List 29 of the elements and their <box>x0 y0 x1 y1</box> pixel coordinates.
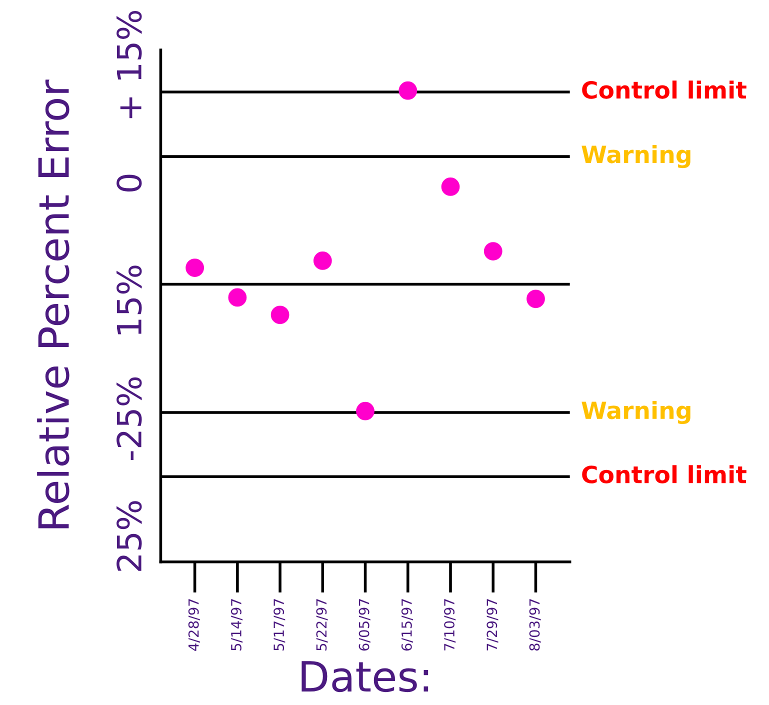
x-tick-label: 8/03/97 <box>529 599 541 651</box>
x-tick-label: 7/29/97 <box>486 599 498 650</box>
text: 15% <box>116 266 142 334</box>
point <box>398 81 418 100</box>
x-axis-title: Dates: <box>302 661 428 692</box>
x-tick-label: 6/15/97 <box>401 599 414 651</box>
ref-line-label: Warning <box>582 400 690 424</box>
text: 25% <box>116 501 142 571</box>
text: -25% <box>116 377 142 460</box>
point <box>356 402 374 420</box>
ref-line-label: Control limit <box>582 465 746 484</box>
point <box>441 178 460 196</box>
x-tick-label: 5/14/97 <box>230 599 243 650</box>
ref-line-label: Control limit <box>582 80 746 99</box>
point <box>484 242 502 260</box>
ref-line-label: Warning <box>582 145 690 168</box>
text: + 15% <box>116 10 142 118</box>
text: 0 <box>116 174 142 192</box>
y-axis-title: Relative Percent Error <box>37 80 70 528</box>
point <box>313 252 332 270</box>
point <box>228 288 247 307</box>
point <box>270 306 290 324</box>
point <box>526 290 545 308</box>
x-tick-label: 5/17/97 <box>274 599 286 650</box>
x-tick-label: 4/28/97 <box>188 599 200 651</box>
point <box>186 258 204 277</box>
x-tick-label: 6/05/97 <box>358 599 370 651</box>
x-tick-label: 7/10/97 <box>444 599 456 650</box>
x-tick-label: 5/22/97 <box>316 599 328 650</box>
